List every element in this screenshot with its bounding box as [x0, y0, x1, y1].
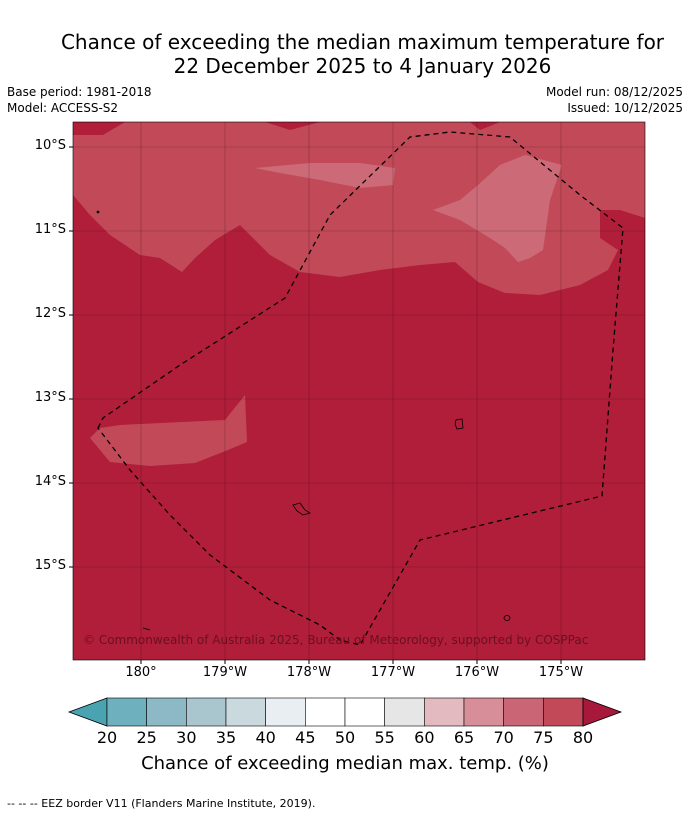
- colorbar-segment: [344, 697, 385, 727]
- colorbar-segment: [424, 697, 465, 727]
- map-frame: [72, 121, 646, 661]
- model-run: Model run: 08/12/2025: [545, 85, 683, 99]
- colorbar-tick: 75: [533, 728, 554, 747]
- lat-label: 10°S: [34, 138, 66, 153]
- lon-label: 175°W: [538, 665, 584, 680]
- title-line-1: Chance of exceeding the median maximum t…: [60, 30, 665, 54]
- meta-right: Model run: 08/12/2025 Issued: 10/12/2025: [546, 84, 683, 116]
- region-70-75-central: [255, 163, 395, 188]
- colorbar-tick: 20: [96, 728, 118, 747]
- lon-label: 180°: [125, 665, 157, 680]
- colorbar-extend-high: [582, 697, 623, 727]
- lat-label: 13°S: [34, 390, 66, 405]
- lat-label: 11°S: [34, 222, 66, 237]
- issued-date: Issued: 10/12/2025: [567, 101, 683, 115]
- region-70-75-east: [433, 155, 562, 262]
- islands: [96, 210, 511, 631]
- colorbar-segment: [384, 697, 425, 727]
- colorbar-tick: 45: [295, 728, 316, 747]
- colorbar-segment: [503, 697, 544, 727]
- model-name: Model: ACCESS-S2: [7, 101, 119, 115]
- island-speck: [96, 210, 100, 214]
- base-period: Base period: 1981-2018: [7, 85, 152, 99]
- colorbar-segment: [186, 697, 227, 727]
- colorbar-tick: 60: [414, 728, 435, 747]
- title-line-2: 22 December 2025 to 4 January 2026: [173, 54, 552, 78]
- island-rotuma: [142, 627, 151, 631]
- lon-label: 179°W: [202, 665, 248, 680]
- meta-left: Base period: 1981-2018 Model: ACCESS-S2: [7, 84, 152, 116]
- colorbar-tick: 25: [136, 728, 157, 747]
- colorbar-tick: 70: [493, 728, 514, 747]
- colorbar-tick: 55: [374, 728, 395, 747]
- island-tafahi: [503, 615, 511, 621]
- colorbar-segment: [305, 697, 346, 727]
- map-title: Chance of exceeding the median maximum t…: [0, 30, 690, 78]
- colorbar-tick: 80: [572, 728, 594, 747]
- lat-label: 12°S: [34, 306, 66, 321]
- colorbar-segment: [225, 697, 266, 727]
- lon-label: 177°W: [370, 665, 416, 680]
- colorbar-tick: 30: [176, 728, 197, 747]
- island-wallis-futuna: [292, 502, 311, 516]
- island-niuafoou: [454, 418, 464, 430]
- graticule: [73, 122, 645, 660]
- lat-label: 14°S: [34, 474, 66, 489]
- colorbar-tick: 50: [334, 728, 356, 747]
- lon-label: 178°W: [286, 665, 332, 680]
- eez-border: [97, 131, 624, 646]
- colorbar-extend-low: [67, 697, 108, 727]
- copyright-notice: © Commonwealth of Australia 2025, Bureau…: [83, 633, 589, 647]
- colorbar-segment: [265, 697, 306, 727]
- colorbar-label: Chance of exceeding median max. temp. (%…: [141, 753, 549, 774]
- colorbar-segment: [543, 697, 584, 727]
- colorbar-tick: 40: [255, 728, 276, 747]
- colorbar-segment: [463, 697, 504, 727]
- lon-label: 176°W: [454, 665, 500, 680]
- colorbar-segment: [146, 697, 187, 727]
- colorbar-tick: 65: [453, 728, 475, 747]
- region-75-80-west: [90, 395, 247, 466]
- probability-field: [73, 122, 645, 660]
- colorbar: [67, 697, 623, 727]
- colorbar-tick: 35: [215, 728, 237, 747]
- lat-label: 15°S: [34, 558, 66, 573]
- axis-ticks: [69, 146, 562, 664]
- colorbar-segment: [106, 697, 147, 727]
- eez-footnote: -- -- -- EEZ border V11 (Flanders Marine…: [7, 797, 316, 810]
